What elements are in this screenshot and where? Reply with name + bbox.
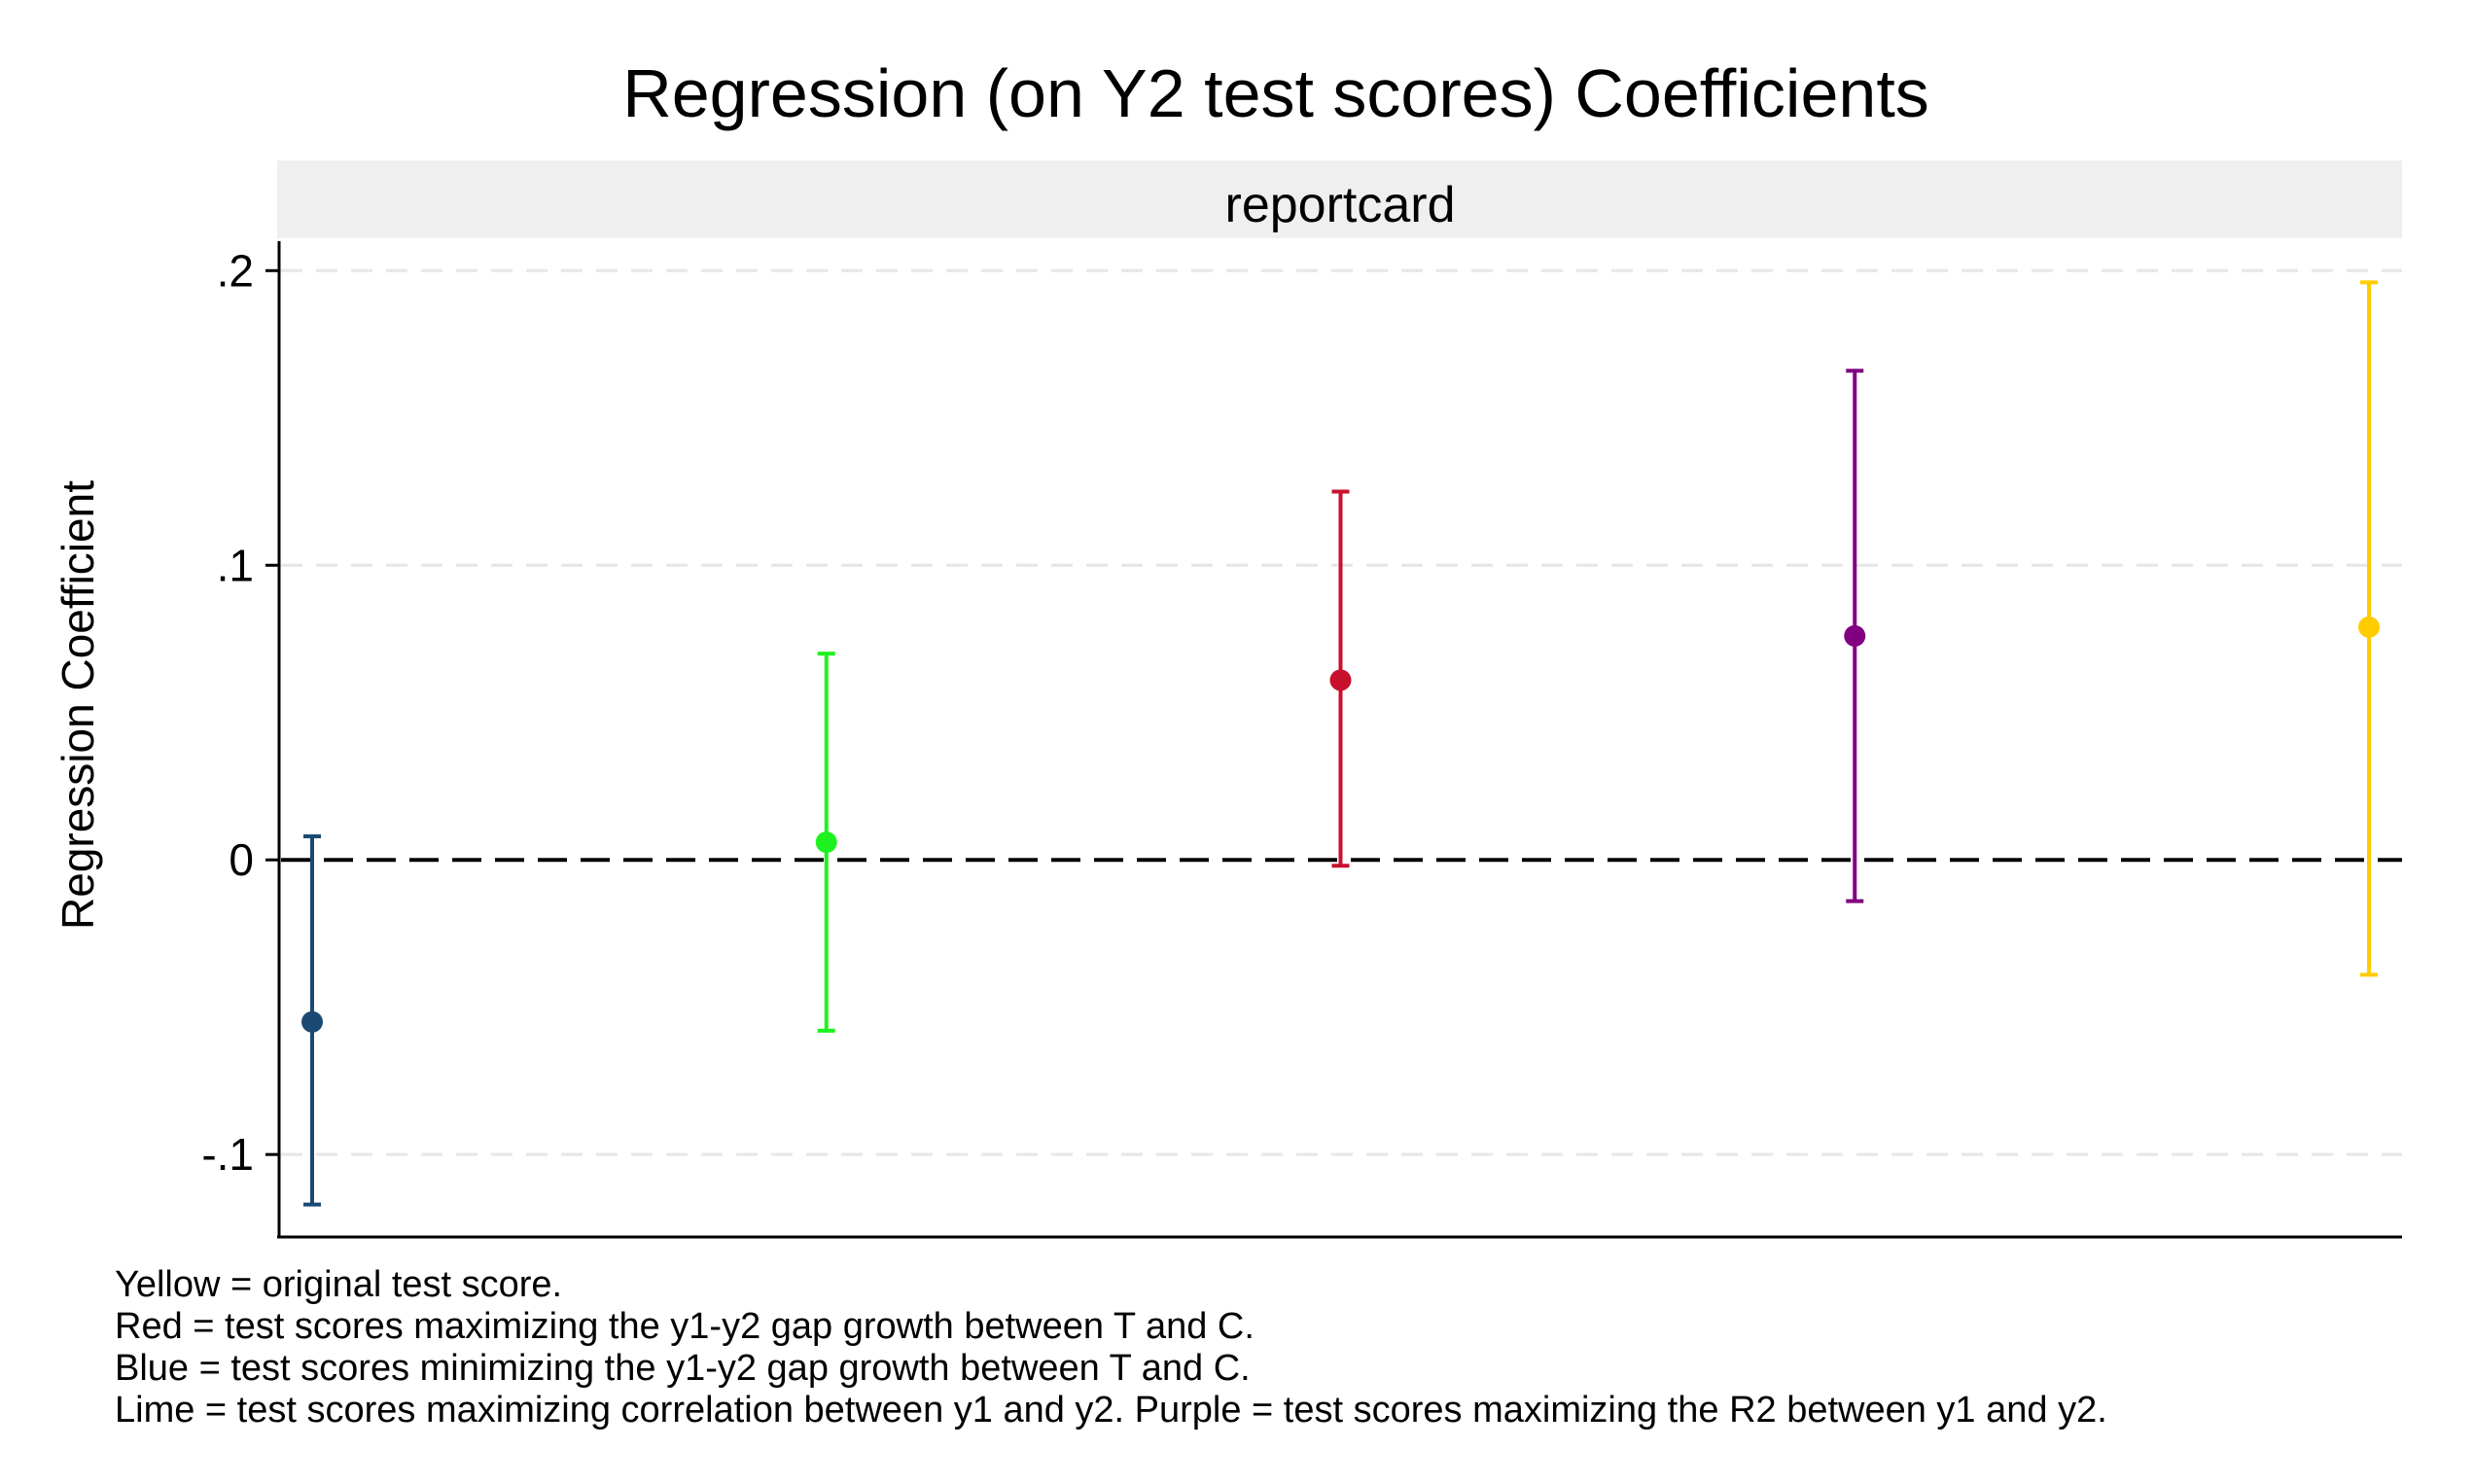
coefficient-point — [1329, 669, 1352, 691]
note-line: Lime = test scores maximizing correlatio… — [115, 1390, 2107, 1431]
coefficient-point — [1844, 624, 1866, 647]
chart-title: Regression (on Y2 test scores) Coefficie… — [622, 55, 1929, 131]
coefficient-point-group — [815, 652, 837, 1033]
panel-label: reportcard — [1225, 177, 1456, 233]
coefficient-point — [2358, 616, 2380, 638]
y-axis-label: Regression Coefficient — [53, 480, 103, 930]
note-line: Blue = test scores minimizing the y1-y2 … — [115, 1348, 1251, 1389]
coefficient-point-group — [1844, 369, 1866, 903]
y-axis — [277, 241, 2402, 1239]
y-tick-label: .1 — [217, 540, 254, 590]
chart-notes: Yellow = original test score. Red = test… — [115, 1264, 2107, 1431]
y-tick-label: .2 — [217, 245, 254, 296]
coefficient-point-group — [301, 833, 323, 1207]
coefficient-point-group — [1329, 489, 1352, 868]
note-line: Yellow = original test score. — [115, 1264, 563, 1305]
panel-header — [277, 160, 2402, 238]
y-ticks: .2 .1 0 -.1 — [201, 245, 279, 1180]
y-tick-label: -.1 — [201, 1129, 254, 1180]
note-line: Red = test scores maximizing the y1-y2 g… — [115, 1306, 1255, 1347]
coefficient-series — [301, 280, 2380, 1207]
coefficient-point — [815, 831, 837, 854]
y-tick-label: 0 — [229, 834, 254, 885]
coefficient-point — [301, 1010, 323, 1033]
coefficient-point-group — [2358, 280, 2380, 977]
